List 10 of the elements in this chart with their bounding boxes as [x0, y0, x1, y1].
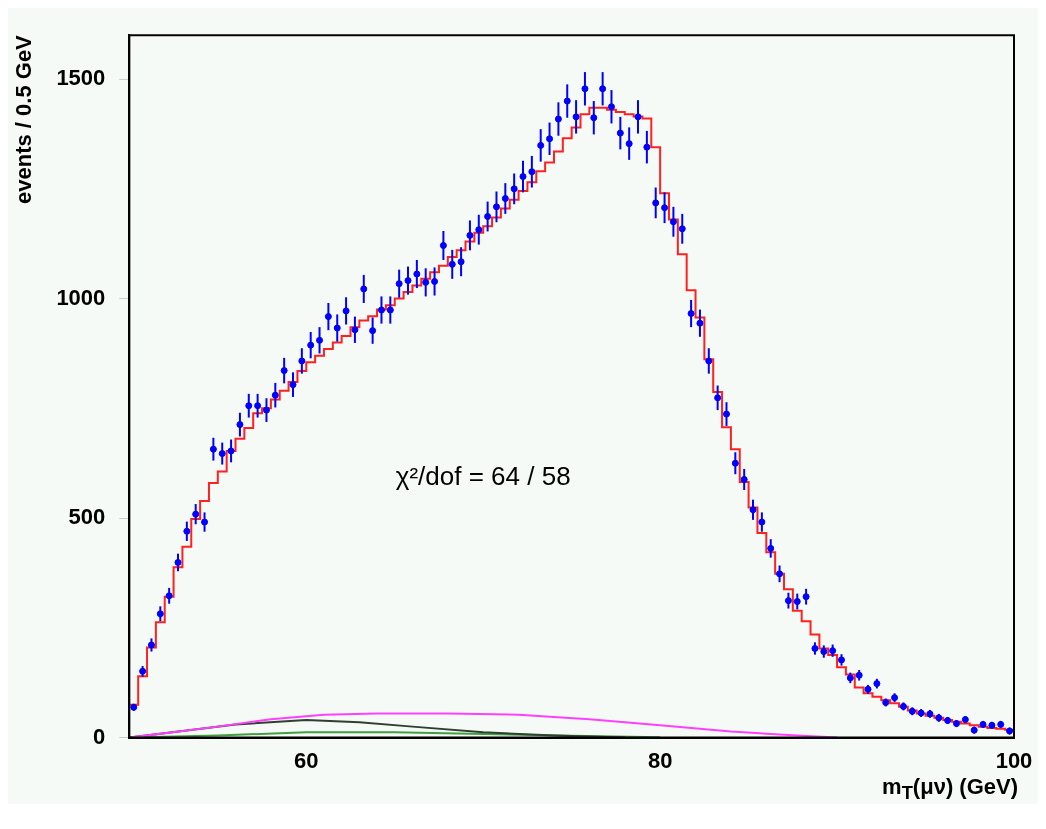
- x-tick-label: 60: [294, 747, 319, 773]
- y-tick-label: 500: [68, 504, 106, 530]
- x-tick-label: 100: [995, 747, 1033, 773]
- y-tick-label: 1500: [56, 65, 106, 91]
- y-axis-title: events / 0.5 GeV: [11, 34, 37, 204]
- y-tick-label: 0: [93, 723, 106, 749]
- annotation: χ²/dof = 64 / 58: [395, 460, 571, 491]
- y-tick-label: 1000: [56, 284, 106, 310]
- x-axis-title: m$_{T}$(μν) (GeV): [881, 774, 1019, 805]
- x-tick-label: 80: [647, 747, 673, 773]
